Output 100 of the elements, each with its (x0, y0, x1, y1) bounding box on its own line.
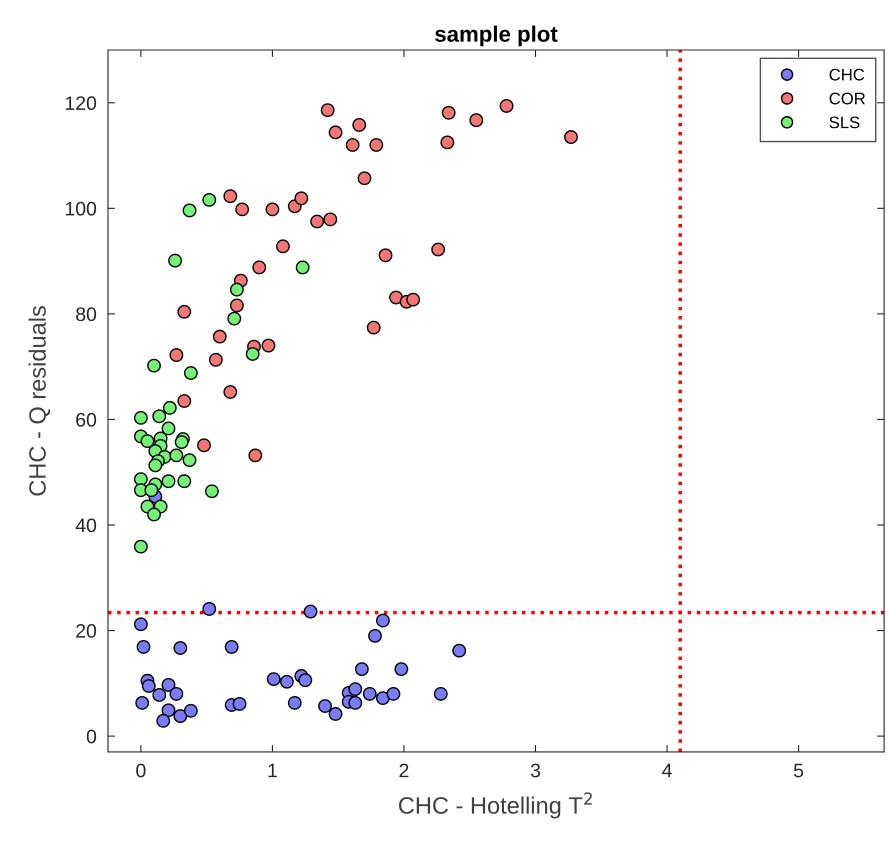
x-tick-label: 2 (400, 764, 408, 778)
y-tick-label: 80 (76, 307, 96, 322)
point (452, 644, 466, 658)
point (134, 472, 148, 486)
point (235, 202, 250, 216)
y-tick-label: 120 (66, 96, 96, 110)
point (223, 189, 238, 204)
point (328, 125, 342, 140)
point (223, 385, 238, 399)
point (294, 191, 308, 206)
point (296, 260, 310, 274)
point (354, 662, 369, 676)
point (184, 704, 198, 718)
point (134, 410, 148, 425)
point (140, 434, 154, 448)
point (177, 304, 192, 319)
point (204, 484, 219, 498)
point (162, 400, 177, 415)
point (266, 672, 281, 686)
point (362, 687, 377, 701)
point (202, 602, 216, 616)
x-tick-label: 4 (662, 764, 672, 778)
point (248, 448, 262, 462)
point (162, 474, 176, 488)
point (376, 614, 390, 628)
point (169, 448, 184, 462)
point (358, 171, 372, 186)
point (152, 688, 166, 702)
point (142, 679, 156, 693)
point (162, 422, 176, 436)
point (378, 248, 392, 262)
point (304, 604, 318, 618)
point (182, 453, 196, 467)
point (469, 113, 484, 128)
point (134, 540, 148, 554)
point (368, 628, 382, 643)
point (288, 696, 302, 710)
point (162, 678, 176, 692)
x-axis-title: CHC - Hotelling T$^{2}$ (399, 792, 592, 819)
point (348, 682, 362, 696)
point (252, 260, 266, 274)
point (162, 703, 176, 718)
point (276, 239, 290, 254)
point (431, 242, 446, 256)
point (169, 348, 184, 362)
point (197, 438, 211, 452)
point (246, 347, 260, 361)
point (262, 338, 276, 352)
point (406, 292, 420, 307)
point (224, 640, 239, 654)
point (135, 696, 150, 710)
point (147, 508, 161, 522)
point (346, 138, 360, 152)
point (230, 298, 244, 312)
point (230, 282, 244, 297)
point (394, 662, 408, 676)
point (168, 254, 182, 268)
y-axis-title: CHC - Q residuals (28, 306, 50, 496)
point (280, 674, 294, 689)
point (152, 409, 166, 424)
chart-title: sample plot (435, 26, 558, 46)
point (318, 699, 332, 713)
point (310, 214, 324, 228)
point (389, 290, 403, 304)
point (169, 687, 184, 701)
point (434, 687, 448, 701)
x-tick-label: 5 (794, 764, 804, 778)
point (266, 202, 280, 216)
y-tick-label: 20 (76, 624, 96, 638)
point (564, 130, 578, 144)
point (148, 458, 162, 472)
point (182, 204, 196, 218)
point (366, 320, 381, 335)
point (173, 641, 188, 655)
point (144, 483, 158, 498)
point (386, 687, 400, 701)
point (298, 673, 312, 688)
legend-label: CHC (830, 68, 864, 81)
point (442, 106, 456, 120)
point (323, 212, 338, 226)
point (156, 714, 170, 728)
x-tick-label: 3 (530, 764, 540, 778)
point (212, 330, 227, 344)
point (177, 394, 192, 408)
point (202, 192, 216, 207)
point (227, 312, 242, 326)
point (174, 435, 189, 450)
y-tick-label: 60 (76, 412, 96, 427)
y-tick-label: 0 (86, 730, 96, 744)
point (352, 118, 366, 132)
point (500, 99, 514, 113)
point (369, 138, 384, 152)
point (348, 696, 362, 710)
point (134, 617, 148, 632)
point (320, 103, 335, 118)
point (147, 358, 161, 373)
point (376, 691, 390, 706)
point (232, 697, 246, 711)
legend-label: COR (830, 92, 865, 104)
point (136, 640, 150, 654)
